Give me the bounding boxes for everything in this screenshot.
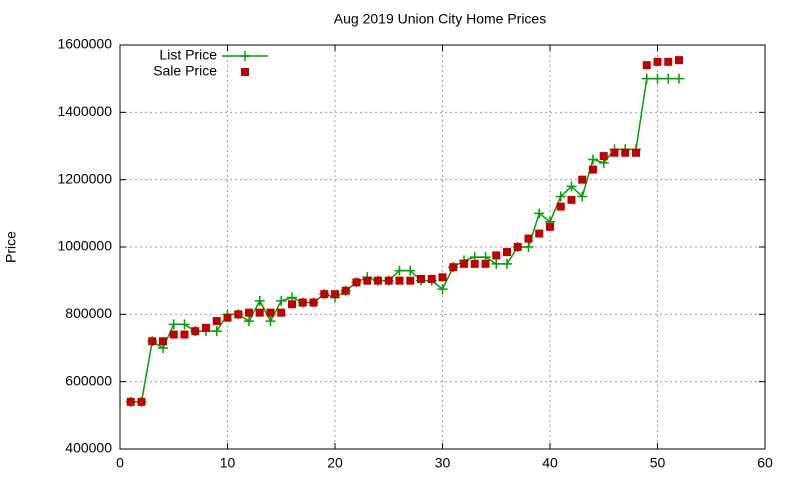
point-marker [265,316,276,327]
point-marker [653,57,662,66]
point-marker [394,265,405,276]
point-marker [320,290,329,299]
point-marker [212,317,221,326]
point-marker [535,229,544,238]
point-marker [363,276,372,285]
point-marker [555,191,566,202]
series-line [130,77,679,403]
point-marker [664,57,673,66]
point-marker [567,195,576,204]
x-tick-label: 10 [220,455,236,471]
point-marker [599,152,608,161]
point-marker [137,397,146,406]
point-marker [180,330,189,339]
point-marker [470,259,479,268]
point-marker [610,148,619,157]
legend-swatch [241,68,249,76]
point-marker [254,295,265,306]
point-marker [492,251,501,260]
y-tick-label: 1600000 [57,36,112,52]
point-marker [566,181,577,192]
legend-label: Sale Price [153,63,217,79]
x-tick-label: 0 [116,455,124,471]
point-marker [276,295,287,306]
point-marker [255,308,264,317]
x-tick-label: 50 [650,455,666,471]
x-tick-label: 30 [435,455,451,471]
point-marker [202,323,210,332]
point-marker [384,276,393,285]
y-axis-label: Price [3,231,19,263]
point-marker [234,310,243,319]
point-marker [298,298,307,307]
point-marker [523,242,534,252]
y-tick-label: 800000 [65,305,112,321]
point-marker [406,276,415,285]
point-marker [223,313,232,322]
point-marker [169,330,178,339]
point-marker [577,191,588,202]
point-marker [491,258,502,269]
point-marker [642,61,651,70]
point-marker [556,202,565,211]
y-tick-label: 1400000 [57,103,112,119]
point-marker [405,265,416,276]
y-tick-label: 600000 [65,372,112,388]
point-marker [245,308,253,317]
point-marker [244,316,254,327]
point-marker [460,259,468,268]
point-marker [641,73,652,84]
point-marker [211,326,222,337]
point-marker [191,327,200,336]
point-marker [675,56,683,65]
point-marker [417,274,425,283]
point-marker [481,259,490,268]
point-marker [534,208,545,219]
point-marker [621,148,630,157]
point-marker [503,248,511,257]
chart-title: Aug 2019 Union City Home Prices [334,11,546,27]
point-marker [148,337,157,346]
point-marker [341,286,350,295]
point-marker [427,274,436,283]
point-marker [395,276,404,285]
y-tick-label: 1000000 [57,238,112,254]
point-marker [502,258,512,269]
legend-label: List Price [159,47,217,63]
x-tick-label: 60 [757,455,773,471]
point-marker [438,273,447,282]
y-tick-label: 400000 [65,440,112,456]
x-tick-label: 20 [327,455,343,471]
point-marker [374,276,382,285]
legend-swatch [240,51,250,61]
point-marker [277,308,286,317]
point-marker [352,278,361,287]
point-marker [632,148,640,157]
point-marker [437,284,448,295]
point-marker [663,73,674,84]
point-marker [578,175,587,184]
plot-border [119,44,766,450]
point-marker [179,319,190,330]
point-marker [674,73,684,84]
x-tick-label: 40 [542,455,558,471]
point-marker [266,308,275,317]
point-marker [309,298,318,307]
point-marker [513,243,522,251]
point-marker [331,290,339,299]
point-marker [588,154,598,165]
point-marker [449,263,458,272]
point-marker [159,337,167,346]
point-marker [126,397,135,406]
y-tick-label: 1200000 [57,170,112,186]
point-marker [288,300,296,309]
point-marker [524,234,533,243]
point-marker [168,319,179,330]
point-marker [589,165,597,174]
point-marker [652,73,663,84]
point-marker [546,222,554,231]
